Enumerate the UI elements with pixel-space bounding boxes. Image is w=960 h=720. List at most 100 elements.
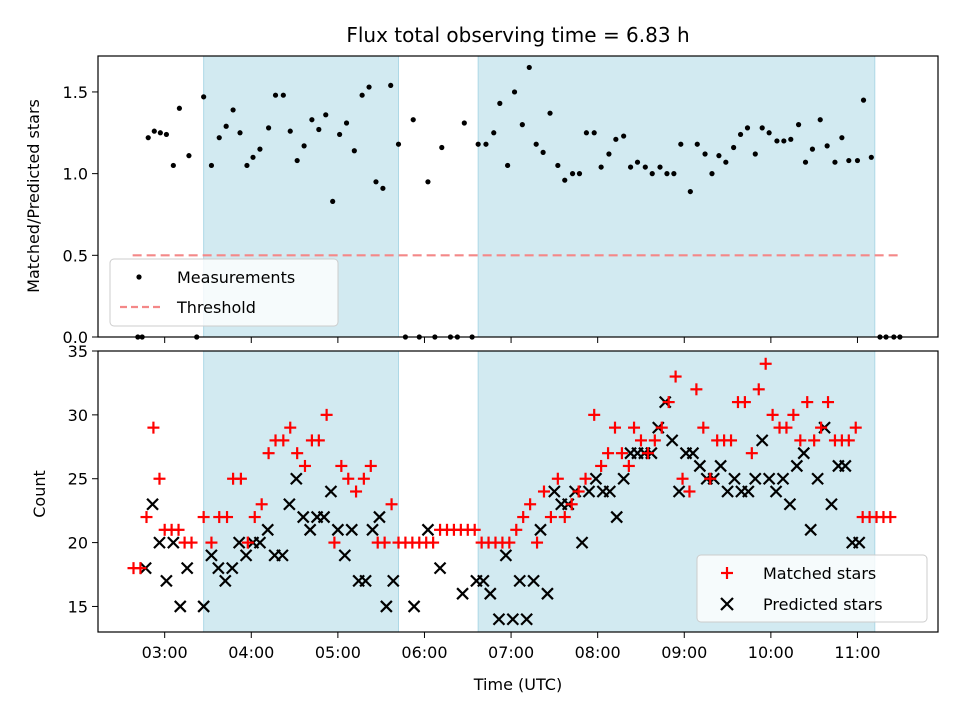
predicted-star-point [589, 472, 603, 486]
matched-star-point [537, 485, 550, 498]
measurement-point [380, 185, 386, 191]
matched-star-point [364, 459, 377, 472]
predicted-star-point [603, 485, 617, 498]
ratio-y-tick-label: 0.0 [63, 328, 88, 347]
measurement-point [860, 97, 867, 103]
predicted-star-point [534, 523, 547, 537]
measurement-point [395, 141, 402, 147]
count-legend-box [696, 554, 928, 623]
measurement-point [176, 105, 183, 111]
count-x-tick-label: 09:00 [661, 643, 707, 662]
measurement-point [533, 141, 539, 147]
measurement-point [766, 130, 772, 136]
matched-star-point [634, 434, 647, 447]
measurement-point [752, 151, 758, 157]
predicted-star-point [387, 574, 400, 588]
measurement-point [817, 117, 823, 123]
predicted-star-points [139, 395, 866, 626]
measurement-point [642, 164, 648, 170]
count-axes-frame [97, 350, 939, 633]
predicted-star-point [686, 446, 700, 460]
predicted-star-point [728, 472, 741, 486]
measurement-point [526, 64, 532, 71]
measurement-point [201, 94, 207, 100]
count-x-tick-label: 04:00 [228, 643, 274, 662]
matched-star-point [320, 408, 333, 421]
measurement-point [280, 92, 286, 98]
measurement-point [351, 148, 357, 154]
predicted-star-point [749, 472, 762, 486]
measurement-point [832, 159, 838, 165]
matched-star-point [676, 472, 689, 485]
measurement-point [359, 92, 365, 98]
measurement-point [186, 153, 192, 159]
measurement-point [230, 107, 236, 113]
measurement-point [795, 122, 802, 128]
ratio-y-axis-label: Matched/Predicted stars [24, 99, 43, 293]
matched-star-point [588, 408, 601, 421]
measurement-point [694, 141, 700, 147]
measurement-point [809, 146, 816, 152]
predicted-star-point [303, 523, 317, 537]
measurement-point [591, 130, 597, 136]
legend-label-threshold: Threshold [176, 298, 256, 317]
count-x-tick-label: 06:00 [401, 643, 447, 662]
matched-star-point [808, 434, 821, 447]
predicted-star-point [160, 574, 173, 588]
matched-star-point [385, 498, 398, 511]
matched-star-point [134, 562, 147, 575]
predicted-star-point [225, 561, 239, 575]
predicted-star-point [790, 459, 804, 473]
predicted-star-point [205, 549, 218, 562]
measurement-point [366, 84, 372, 90]
predicted-star-point [219, 574, 232, 588]
predicted-star-point [433, 561, 447, 575]
predicted-star-point [276, 549, 289, 562]
measurement-point [824, 143, 830, 149]
measurement-point [657, 164, 663, 170]
matched-star-point [468, 523, 481, 536]
measurement-point [257, 146, 263, 152]
shaded-window-bottom-0 [203, 350, 399, 633]
matched-star-point [794, 434, 807, 447]
matched-star-point [262, 447, 275, 460]
measurement-point [839, 135, 845, 141]
measurement-point [598, 164, 604, 170]
predicted-star-point [484, 587, 497, 600]
matched-star-point [140, 511, 153, 524]
measurement-point [702, 151, 708, 157]
matched-star-point [641, 447, 654, 460]
measurement-point [439, 144, 445, 151]
ratio-axes-frame [97, 55, 939, 338]
measurement-point [244, 162, 250, 169]
measurement-point [759, 125, 765, 131]
predicted-star-point [366, 523, 379, 537]
matched-star-point [291, 447, 304, 460]
count-y-tick-label: 20 [68, 534, 88, 553]
measurement-point [774, 138, 780, 144]
matched-star-point [683, 485, 696, 498]
predicted-star-point [541, 587, 554, 600]
predicted-star-point [852, 536, 866, 549]
count-x-tick-label: 07:00 [488, 643, 534, 662]
measurement-point [163, 131, 170, 138]
matched-star-point [608, 421, 621, 434]
observing-windows-top [203, 55, 876, 338]
measurement-point [562, 177, 568, 183]
matched-star-point [510, 523, 523, 536]
measurement-point [287, 128, 293, 134]
predicted-star-point [797, 446, 811, 460]
predicted-star-point [520, 612, 533, 626]
measurement-point [678, 141, 684, 147]
measurement-point [216, 135, 222, 141]
matched-star-point [531, 536, 544, 549]
predicted-star-point [742, 485, 755, 498]
predicted-star-point [513, 574, 527, 588]
measurement-point [208, 162, 215, 169]
measurement-point [846, 157, 852, 164]
predicted-star-point [167, 536, 180, 549]
ratio-y-ticks: 0.0 0.5 1.0 1.5 [63, 83, 98, 347]
matched-star-point [248, 511, 261, 524]
measurement-point [410, 117, 416, 123]
ratio-panel: Flux total observing time = 6.83 h 0.00.… [24, 23, 939, 347]
